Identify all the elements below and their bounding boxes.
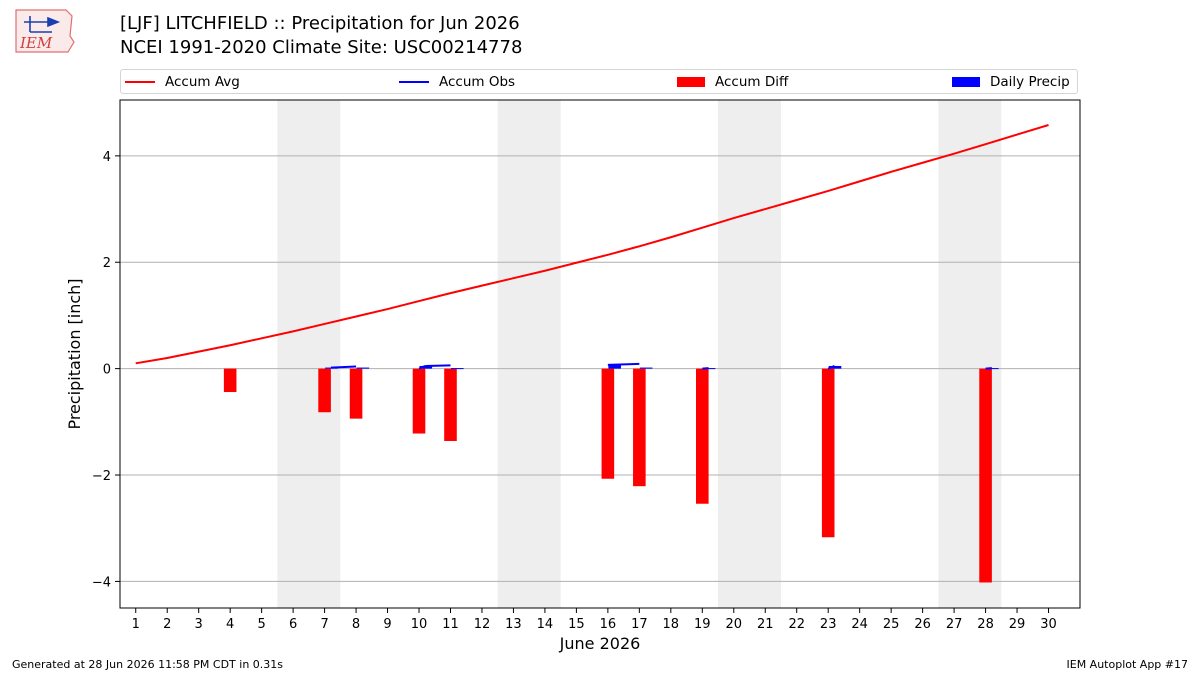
- legend-label-accum-diff: Accum Diff: [715, 74, 789, 90]
- x-tick-label-30: 30: [1040, 617, 1057, 632]
- x-tick-label-18: 18: [663, 617, 680, 632]
- x-axis-label: June 2026: [559, 634, 641, 653]
- accum-diff-bar-day-17: [633, 368, 646, 487]
- chart-subtitle: NCEI 1991-2020 Climate Site: USC00214778: [120, 37, 523, 58]
- x-tick-label-29: 29: [1009, 617, 1026, 632]
- x-tick-label-9: 9: [383, 617, 391, 632]
- x-tick-label-14: 14: [537, 617, 554, 632]
- legend-swatch-accum-avg: [125, 81, 155, 83]
- legend-label-accum-avg: Accum Avg: [165, 74, 240, 90]
- footer-generated: Generated at 28 Jun 2026 11:58 PM CDT in…: [12, 658, 284, 671]
- legend-item-daily-precip: Daily Precip: [952, 73, 1070, 91]
- x-tick-label-24: 24: [851, 617, 868, 632]
- accum-obs-segment-9: [827, 365, 835, 370]
- accum-diff-bar-day-16: [601, 368, 615, 479]
- accum-obs-segment-7: [702, 367, 709, 370]
- accum-diff-bar-day-23: [821, 368, 835, 538]
- weekend-band-1: [497, 100, 561, 608]
- x-tick-label-4: 4: [226, 617, 234, 632]
- legend: Accum Avg Accum Obs Accum Diff Daily Pre…: [120, 69, 1078, 94]
- accum-obs-segment-11: [985, 367, 992, 370]
- legend-item-accum-obs: Accum Obs: [399, 73, 515, 91]
- x-tick-label-15: 15: [568, 617, 585, 632]
- x-tick-label-1: 1: [132, 617, 140, 632]
- accum-diff-bar-day-19: [696, 368, 709, 504]
- x-tick-label-20: 20: [725, 617, 742, 632]
- x-tick-label-6: 6: [289, 617, 297, 632]
- plot-frame: [119, 99, 1081, 609]
- daily-precip-bar-day-23: [828, 365, 842, 369]
- daily-precip-bar-day-16: [608, 364, 621, 369]
- x-tick-label-19: 19: [694, 617, 711, 632]
- legend-swatch-accum-diff: [677, 77, 705, 87]
- chart-title: [LJF] LITCHFIELD :: Precipitation for Ju…: [120, 13, 520, 34]
- logo-text: IEM: [19, 34, 53, 52]
- y-tick-label-0: −4: [92, 575, 111, 590]
- y-axis-label: Precipitation [inch]: [65, 278, 84, 429]
- x-tick-label-17: 17: [631, 617, 648, 632]
- x-tick-label-5: 5: [257, 617, 265, 632]
- weekend-band-0: [277, 100, 341, 608]
- iem-logo: IEM: [15, 9, 75, 53]
- x-tick-label-27: 27: [946, 617, 963, 632]
- x-tick-label-3: 3: [195, 617, 203, 632]
- daily-precip-bar-day-19: [702, 368, 716, 370]
- daily-precip-bar-day-10: [419, 365, 433, 369]
- accum-obs-segment-3: [425, 364, 451, 367]
- y-tick-label-3: 2: [103, 256, 111, 271]
- x-tick-label-12: 12: [474, 617, 491, 632]
- accum-diff-bar-day-8: [349, 368, 363, 419]
- daily-precip-bar-day-17: [639, 367, 653, 369]
- accum-diff-bar-day-11: [444, 368, 457, 441]
- x-tick-label-11: 11: [442, 617, 459, 632]
- legend-item-accum-avg: Accum Avg: [125, 73, 240, 91]
- accum-diff-bar-day-7: [318, 368, 331, 413]
- weekend-band-2: [718, 100, 781, 608]
- accum-obs-segment-0: [330, 365, 357, 369]
- daily-precip-bar-day-28: [986, 368, 999, 370]
- legend-swatch-daily-precip: [952, 77, 980, 87]
- x-tick-label-2: 2: [163, 617, 171, 632]
- x-tick-label-28: 28: [977, 617, 994, 632]
- accum-obs-segment-5: [607, 362, 640, 366]
- footer-app: IEM Autoplot App #17: [1066, 658, 1189, 671]
- accum-avg-line: [135, 124, 1049, 365]
- x-tick-label-13: 13: [505, 617, 522, 632]
- accum-diff-bar-day-28: [979, 368, 992, 583]
- accum-diff-bar-day-4: [223, 368, 237, 393]
- x-tick-label-21: 21: [757, 617, 774, 632]
- y-tick-label-2: 0: [103, 363, 111, 378]
- x-tick-label-26: 26: [914, 617, 931, 632]
- daily-precip-bar-day-8: [356, 367, 370, 369]
- y-tick-label-1: −2: [92, 469, 111, 484]
- y-tick-label-4: 4: [103, 150, 111, 165]
- accum-obs-segment-2: [418, 365, 426, 370]
- x-tick-label-25: 25: [883, 617, 900, 632]
- daily-precip-bar-day-11: [450, 368, 464, 370]
- legend-label-daily-precip: Daily Precip: [990, 74, 1070, 90]
- legend-label-accum-obs: Accum Obs: [439, 74, 516, 90]
- x-tick-label-22: 22: [788, 617, 805, 632]
- x-tick-label-10: 10: [411, 617, 428, 632]
- x-tick-label-7: 7: [320, 617, 328, 632]
- x-tick-label-23: 23: [820, 617, 837, 632]
- legend-item-accum-diff: Accum Diff: [677, 73, 788, 91]
- x-tick-label-8: 8: [352, 617, 360, 632]
- legend-swatch-accum-obs: [399, 81, 429, 83]
- accum-diff-bar-day-10: [412, 368, 426, 434]
- x-tick-label-16: 16: [600, 617, 617, 632]
